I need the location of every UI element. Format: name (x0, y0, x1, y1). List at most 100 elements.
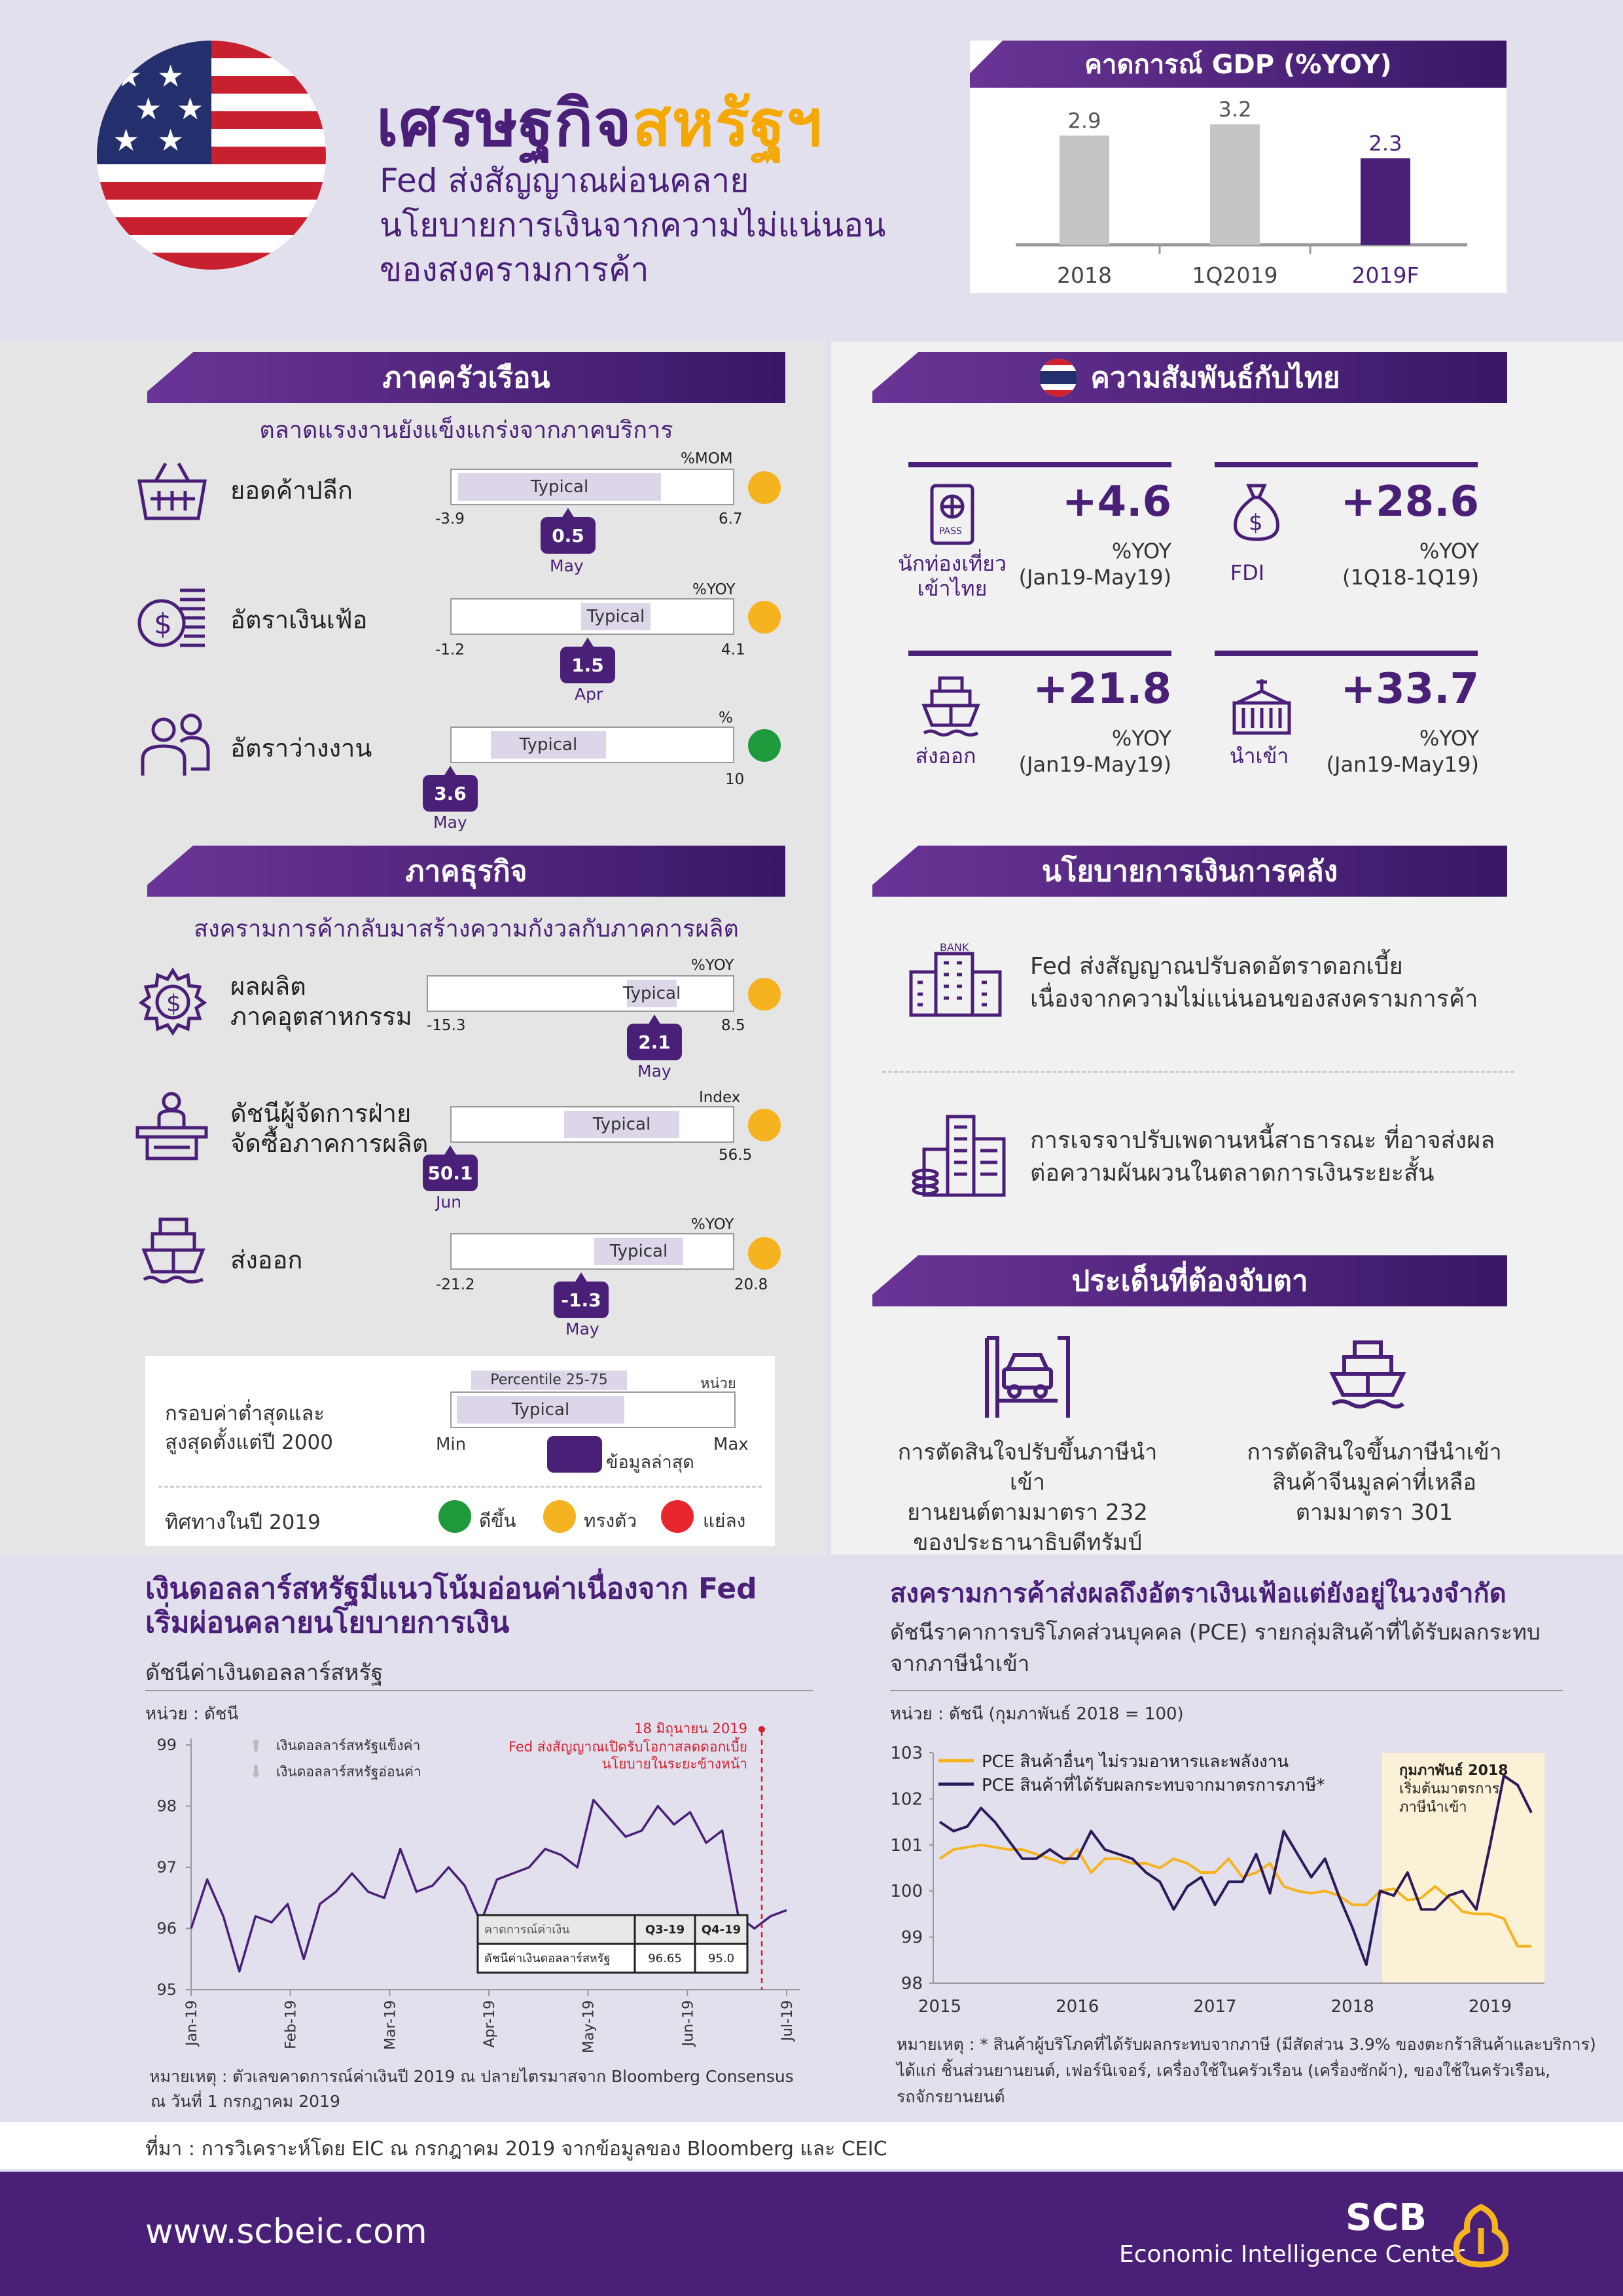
gdp-value-label-1: 3.2 (1219, 97, 1252, 122)
thai-banner: ความสัมพันธ์กับไทย (872, 352, 1507, 403)
gdp-chart: 2.9 2018 3.2 1Q2019 2.3 2019F (1016, 97, 1467, 288)
pce-xtick-2018: 2018 (1331, 1997, 1374, 2016)
exports-bar (450, 1233, 734, 1270)
watch-item2-l2: สินค้าจีนมูลค่าที่เหลือ (1272, 1469, 1476, 1496)
business-subtitle: สงครามการค้ากลับมาสร้างความกังวลกับภาคกา… (194, 916, 739, 942)
usd-annotation-l1: 18 มิถุนายน 2019 (634, 1721, 747, 1737)
policy-point2-l2: ต่อความผันผวนในตลาดการเงินระยะสั้น (1030, 1160, 1435, 1187)
pce-ytick-103: 103 (890, 1744, 923, 1763)
inflation-label: อัตราเงินเฟ้อ (230, 605, 368, 634)
industrial-output-typical: Typical (623, 980, 681, 1007)
tourist-label-l1: นักท่องเที่ยว (898, 551, 1007, 576)
pce-xtick-2015: 2015 (918, 1997, 961, 2016)
speaker-podium-icon (135, 1092, 208, 1160)
pce-subtitle-l1: ดัชนีราคาการบริโภคส่วนบุคคล (PCE) รายกลุ… (890, 1619, 1541, 1645)
inflation-status-dot (748, 601, 781, 634)
retail-sales-label: ยอดค้าปลีก (230, 476, 353, 505)
tourist-rule (908, 462, 1171, 467)
car-lift-icon (985, 1336, 1070, 1418)
pce-note-l2: ได้แก่ ชิ้นส่วนยานยนต์, เฟอร์นิเจอร์, เค… (897, 2061, 1551, 2080)
gdp-bar-1Q2019 (1210, 124, 1260, 245)
business-title: ภาคธุรกิจ (405, 855, 527, 888)
fdi-period: (1Q18-1Q19) (1342, 565, 1479, 590)
pce-ytick-100: 100 (890, 1882, 923, 1901)
retail-sales-typical: Typical (458, 473, 661, 501)
usd-forecast-table: คาดการณ์ค่าเงิน Q3-19 Q4-19 ดัชนีค่าเงิน… (476, 1914, 749, 1974)
retail-sales-min: -3.9 (435, 511, 465, 528)
pce-xtick-2019: 2019 (1469, 1997, 1512, 2016)
footer-url-link[interactable]: www.scbeic.com (145, 2212, 427, 2251)
th-import-period: (Jan19-May19) (1326, 752, 1479, 777)
industrial-output-max: 8.5 (721, 1017, 745, 1034)
page-title-main: เศรษฐกิจ (376, 86, 632, 161)
svg-text:★: ★ (157, 58, 184, 94)
legend-up-label: ดีขึ้น (479, 1510, 516, 1532)
usd-unit: หน่วย : ดัชนี (145, 1704, 239, 1724)
th-export-value: +21.8 (1033, 665, 1171, 713)
legend-up-dot (438, 1500, 471, 1533)
watch-item1-l1: การตัดสินใจปรับขึ้นภาษีนำเข้า (897, 1439, 1158, 1496)
business-banner: ภาคธุรกิจ (147, 846, 785, 897)
footer-center-name: Economic Intelligence Center (1119, 2241, 1465, 2268)
policy-point1-l1: Fed ส่งสัญญาณปรับลดอัตราดอกเบี้ย (1030, 953, 1403, 980)
exports-month: May (565, 1319, 599, 1338)
usd-ytick-96: 96 (156, 1920, 177, 1938)
gdp-title: คาดการณ์ GDP (%YOY) (1084, 50, 1392, 80)
legend-box: กรอบค่าต่ำสุดและ สูงสุดตั้งแต่ปี 2000 Pe… (145, 1356, 775, 1546)
industrial-output-status-dot (748, 978, 781, 1011)
cargo-ship-icon (921, 676, 980, 737)
th-export-label: ส่งออก (915, 744, 976, 768)
usd-xtick-Jul-19: Jul-19 (779, 2000, 796, 2042)
pce-ytick-98: 98 (901, 1974, 923, 1994)
tourist-period: (Jan19-May19) (1018, 565, 1171, 590)
us-flag-icon: ★ ★★ ★★ ★ (97, 41, 326, 270)
retail-sales-value: 0.5 (541, 508, 596, 554)
fdi-value: +28.6 (1340, 478, 1479, 526)
watch-title: ประเด็นที่ต้องจับตา (1071, 1265, 1308, 1298)
watch-item1-l3: ของประธานาธิบดีทรัมป์ (913, 1530, 1142, 1556)
usd-ytick-97: 97 (156, 1858, 177, 1876)
pce-annotation-l2: เริ่มต้นมาตรการ (1399, 1778, 1500, 1797)
retail-sales-month: May (550, 556, 584, 575)
page-title-accent: สหรัฐฯ (632, 86, 823, 161)
svg-text:★: ★ (113, 122, 139, 158)
policy-point1-l2: เนื่องจากความไม่แน่นอนของสงครามการค้า (1030, 986, 1478, 1013)
usd-table-r0: ดัชนีค่าเงินดอลลาร์สหรัฐ (484, 1952, 610, 1965)
industrial-output-bar (427, 975, 734, 1012)
usd-table-h2: Q4-19 (702, 1923, 741, 1937)
tourist-label-l2: เข้าไทย (917, 576, 988, 601)
unemployment-status-dot (748, 729, 781, 762)
thai-title: ความสัมพันธ์กับไทย (1090, 361, 1340, 395)
legend-down-dot (661, 1500, 694, 1533)
people-icon (141, 713, 210, 776)
pce-title: สงครามการค้าส่งผลถึงอัตราเงินเฟ้อแต่ยังอ… (890, 1579, 1507, 1609)
legend-max: Max (713, 1435, 749, 1454)
page-subtitle-line3: ของสงครามการค้า (380, 251, 649, 289)
policy-title: นโยบายการเงินการคลัง (1041, 855, 1338, 888)
pmi-status-dot (748, 1109, 781, 1141)
page-subtitle-line2: นโยบายการเงินจากความไม่แน่นอน (380, 206, 886, 244)
gear-dollar-icon: $ (139, 967, 207, 1036)
inflation-unit: %YOY (692, 581, 736, 598)
legend-range-label-l2: สูงสุดตั้งแต่ปี 2000 (165, 1431, 333, 1454)
exports-value: -1.3 (554, 1272, 609, 1318)
header: ★ ★ ★ ★ ★ ★ เศรษฐกิจสหรัฐฯ Fed ส่งสัญญาณผ่อนค… (0, 0, 1623, 340)
svg-text:$: $ (154, 607, 172, 641)
coins-icon: $ (137, 588, 205, 647)
th-export-period: (Jan19-May19) (1018, 752, 1171, 777)
pmi-typical: Typical (564, 1111, 679, 1138)
exports-unit: %YOY (691, 1216, 734, 1233)
tourist-value: +4.6 (1062, 478, 1171, 526)
pce-xtick-2017: 2017 (1193, 1997, 1236, 2016)
watch-item1-l2: ยานยนต์ตามมาตรา 232 (907, 1499, 1148, 1526)
thai-flag-icon (1039, 359, 1078, 397)
usd-xtick-Jan-19: Jan-19 (184, 2000, 200, 2047)
watch-item2-l1: การตัดสินใจขึ้นภาษีนำเข้า (1247, 1439, 1502, 1465)
exports-typical: Typical (594, 1238, 683, 1265)
gdp-card: คาดการณ์ GDP (%YOY) 2.9 2018 3.2 1Q2019 2.3 2… (970, 41, 1507, 293)
th-export-rule (908, 651, 1171, 656)
pmi-label-l2: จัดซื้อภาคการผลิต (230, 1129, 429, 1158)
usd-xtick-May-19: May-19 (581, 2000, 597, 2053)
usd-ytick-95: 95 (156, 1981, 177, 1999)
usd-annotation-l2: Fed ส่งสัญญาณเปิดรับโอกาสลดดอกเบี้ย (508, 1737, 747, 1755)
